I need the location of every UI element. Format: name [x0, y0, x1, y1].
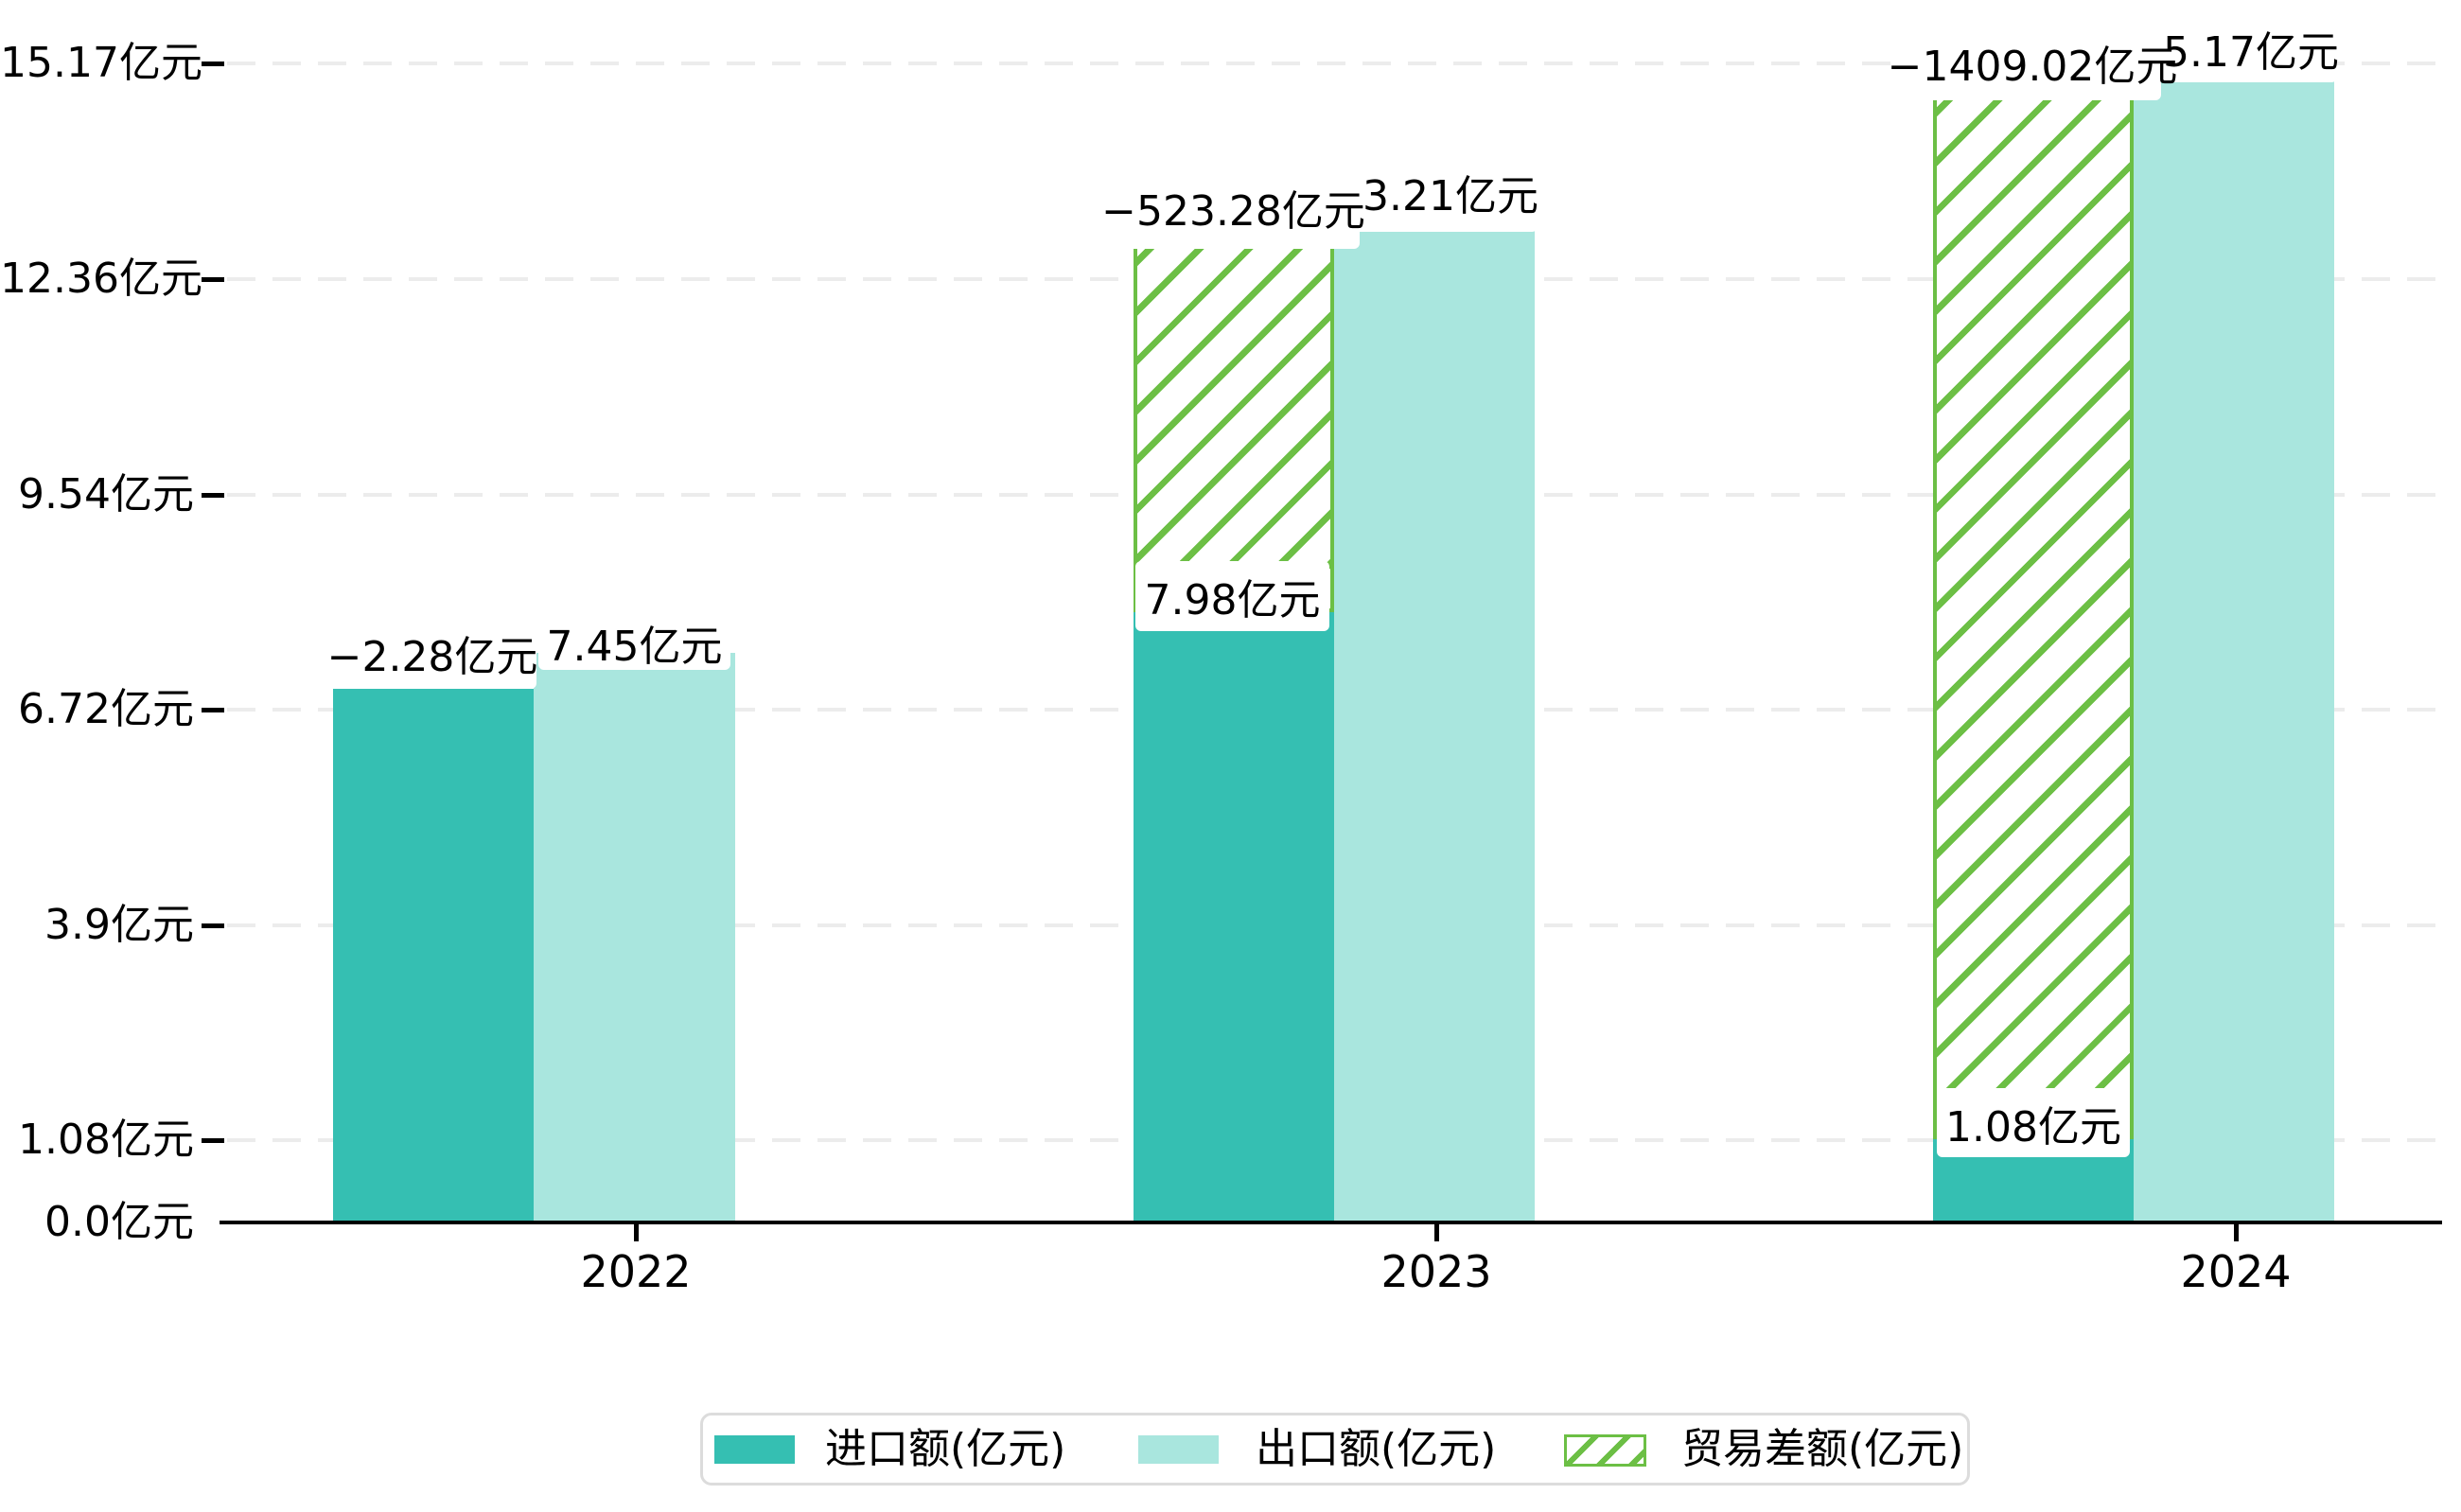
bar-balance-2024	[1933, 63, 2134, 1139]
gridline-15-17	[227, 62, 2442, 65]
x-tick-mark-2024	[2234, 1224, 2239, 1241]
x-tick-label-2023: 2023	[1380, 1246, 1492, 1297]
label-balance-2024: −1409.02亿元	[1888, 24, 2177, 100]
y-tick-label-6-72: 6.72亿元	[18, 685, 194, 733]
bar-export-2022	[534, 653, 735, 1221]
label-export-2024: 15.17亿元	[2136, 14, 2339, 82]
bar-export-2024	[2134, 63, 2334, 1221]
label-import-2024: 1.08亿元	[1937, 1088, 2130, 1157]
label-export-2022: 7.45亿元	[538, 615, 730, 671]
x-tick-mark-2023	[1434, 1224, 1439, 1241]
y-tick-label-3-9: 3.9亿元	[44, 901, 194, 949]
legend-swatch-balance	[1564, 1434, 1646, 1467]
y-tick-label-9-54: 9.54亿元	[18, 470, 194, 519]
label-export-2023: 13.21亿元	[1336, 151, 1538, 232]
label-balance-2023: −523.28亿元	[1101, 166, 1365, 249]
label-import-2023: 7.98亿元	[1135, 561, 1329, 631]
legend-swatch-export	[1138, 1435, 1219, 1464]
y-tick-label-15-17: 15.17亿元	[0, 39, 202, 87]
x-tick-label-2022: 2022	[580, 1246, 692, 1297]
bar-import-2022	[333, 689, 534, 1221]
y-tick-mark-9-54	[202, 493, 224, 498]
x-tick-mark-2022	[634, 1224, 639, 1241]
bar-balance-2023	[1134, 213, 1334, 612]
legend-label-export: 出口额(亿元)	[1256, 1425, 1497, 1473]
y-tick-label-1-08: 1.08亿元	[18, 1116, 194, 1164]
y-tick-label-12-36: 12.36亿元	[0, 255, 202, 303]
y-tick-mark-1-08	[202, 1138, 224, 1143]
y-tick-mark-12-36	[202, 277, 224, 282]
x-tick-label-2024: 2024	[2180, 1246, 2292, 1297]
bar-export-2023	[1334, 213, 1535, 1221]
legend-label-import: 进口额(亿元)	[825, 1425, 1066, 1473]
legend	[700, 1413, 1970, 1486]
y-tick-mark-6-72	[202, 708, 224, 712]
y-tick-mark-3-9	[202, 923, 224, 928]
label-balance-2022: −2.28亿元	[327, 617, 537, 689]
x-axis-line	[220, 1221, 2442, 1224]
y-tick-mark-15-17	[202, 62, 224, 66]
legend-swatch-import	[714, 1435, 795, 1464]
y-tick-label-0-0: 0.0亿元	[44, 1198, 194, 1246]
legend-label-balance: 贸易差额(亿元)	[1681, 1425, 1964, 1473]
bar-import-2023	[1134, 612, 1334, 1221]
